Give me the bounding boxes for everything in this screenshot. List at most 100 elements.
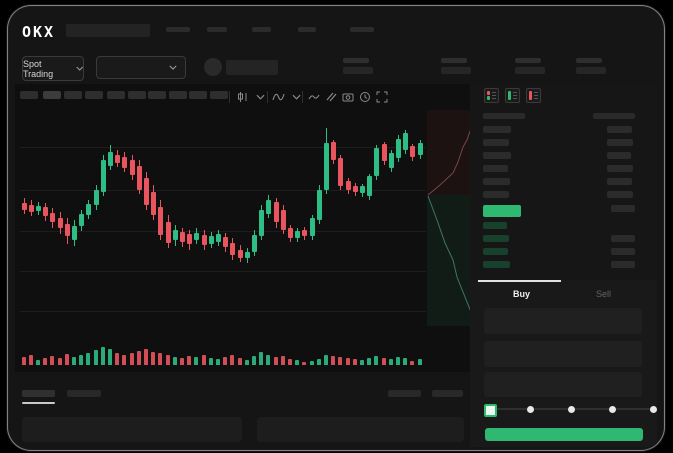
volume-bar <box>86 353 90 365</box>
tab-buy[interactable]: Buy <box>512 289 530 299</box>
volume-bar <box>418 359 422 365</box>
chevron-down-icon <box>75 66 83 71</box>
chevron-down-icon[interactable] <box>254 90 267 103</box>
volume-bar <box>331 356 335 365</box>
stat-label-placeholder <box>441 58 467 63</box>
order-input-placeholder[interactable] <box>484 341 642 367</box>
indicator-icon[interactable] <box>272 90 285 103</box>
candle <box>94 190 99 205</box>
bottom-action-placeholder[interactable] <box>388 390 421 397</box>
candle <box>302 230 307 236</box>
nav-item-placeholder[interactable] <box>298 27 316 32</box>
stat-label-placeholder <box>515 58 541 63</box>
compare-icon[interactable] <box>324 90 337 103</box>
candle <box>202 235 207 245</box>
candle <box>252 235 257 252</box>
nav-item-placeholder[interactable] <box>252 27 271 32</box>
volume-bar <box>79 355 83 365</box>
bottom-tab-placeholder[interactable] <box>67 390 101 397</box>
candle <box>259 210 264 236</box>
okx-logo[interactable]: OKX <box>22 23 56 41</box>
volume-bar <box>302 362 306 365</box>
active-tab-underline <box>478 280 561 282</box>
history-icon[interactable] <box>358 90 371 103</box>
candle <box>86 204 91 215</box>
interval-button-placeholder[interactable] <box>107 91 125 99</box>
volume-bar <box>223 357 227 365</box>
candle <box>180 232 185 242</box>
last-price-amount-placeholder <box>611 205 635 212</box>
order-input-placeholder[interactable] <box>484 308 642 334</box>
candle <box>144 178 149 205</box>
line-tool-icon[interactable] <box>307 90 320 103</box>
volume-bar <box>338 357 342 365</box>
candle <box>115 155 120 163</box>
candle <box>396 139 401 158</box>
bottom-tab-placeholder[interactable] <box>22 390 55 397</box>
nav-item-placeholder[interactable] <box>207 27 227 32</box>
interval-button-placeholder[interactable] <box>148 91 166 99</box>
orderbook-bids-icon[interactable] <box>505 88 520 103</box>
interval-button-placeholder[interactable] <box>64 91 82 99</box>
volume-bar <box>310 361 314 365</box>
interval-button-placeholder[interactable] <box>210 91 228 99</box>
interval-button-placeholder[interactable] <box>128 91 146 99</box>
orderbook-asks-icon[interactable] <box>526 88 541 103</box>
slider-handle[interactable] <box>484 404 497 417</box>
candle <box>158 207 163 235</box>
ask-price-placeholder[interactable] <box>483 139 509 146</box>
candle <box>288 228 293 238</box>
bottom-action-placeholder[interactable] <box>432 390 463 397</box>
interval-button-placeholder[interactable] <box>169 91 187 99</box>
fullscreen-icon[interactable] <box>375 90 388 103</box>
volume-bar <box>410 361 414 365</box>
volume-bar <box>50 356 54 365</box>
chart-panel <box>15 84 470 372</box>
interval-button-placeholder[interactable] <box>20 91 38 99</box>
orderbook-combined-icon[interactable] <box>484 88 499 103</box>
bid-price-placeholder[interactable] <box>483 248 508 255</box>
volume-bar <box>382 358 386 365</box>
volume-bar <box>29 355 33 365</box>
volume-bar <box>274 357 278 365</box>
volume-bar <box>238 358 242 365</box>
ask-price-placeholder[interactable] <box>483 178 510 185</box>
slider-step-dot[interactable] <box>567 406 575 413</box>
ask-price-placeholder[interactable] <box>483 152 511 159</box>
interval-button-placeholder[interactable] <box>43 91 61 99</box>
candle <box>266 200 271 214</box>
slider-step-dot[interactable] <box>526 406 534 413</box>
ask-price-placeholder[interactable] <box>483 191 509 198</box>
candle <box>65 224 70 236</box>
ask-price-placeholder[interactable] <box>483 126 511 133</box>
tab-sell[interactable]: Sell <box>595 289 611 299</box>
stat-label-placeholder <box>343 58 369 63</box>
ask-price-placeholder[interactable] <box>483 165 508 172</box>
market-type-dropdown[interactable]: Spot Trading <box>22 56 84 81</box>
depth-chart <box>427 110 478 326</box>
interval-button-placeholder[interactable] <box>189 91 207 99</box>
slider-step-dot[interactable] <box>649 406 657 413</box>
candle <box>79 214 84 226</box>
chevron-down-icon[interactable] <box>290 90 303 103</box>
bid-price-placeholder[interactable] <box>483 261 510 268</box>
interval-button-placeholder[interactable] <box>85 91 103 99</box>
volume-bar <box>252 356 256 365</box>
volume-bar <box>353 359 357 365</box>
volume-bar <box>43 358 47 365</box>
submit-order-button[interactable] <box>485 428 643 441</box>
slider-step-dot[interactable] <box>608 406 616 413</box>
camera-icon[interactable] <box>341 90 354 103</box>
pair-selector-dropdown[interactable] <box>96 56 186 79</box>
bid-price-placeholder[interactable] <box>483 222 507 229</box>
candle <box>245 252 250 258</box>
candle <box>151 192 156 215</box>
candle-type-icon[interactable] <box>236 90 249 103</box>
order-input-placeholder[interactable] <box>484 372 642 397</box>
nav-item-placeholder[interactable] <box>166 27 190 32</box>
nav-item-placeholder[interactable] <box>350 27 374 32</box>
bid-price-placeholder[interactable] <box>483 235 509 242</box>
volume-bar <box>360 360 364 365</box>
trade-tabs-row <box>470 280 657 306</box>
candle <box>281 210 286 230</box>
